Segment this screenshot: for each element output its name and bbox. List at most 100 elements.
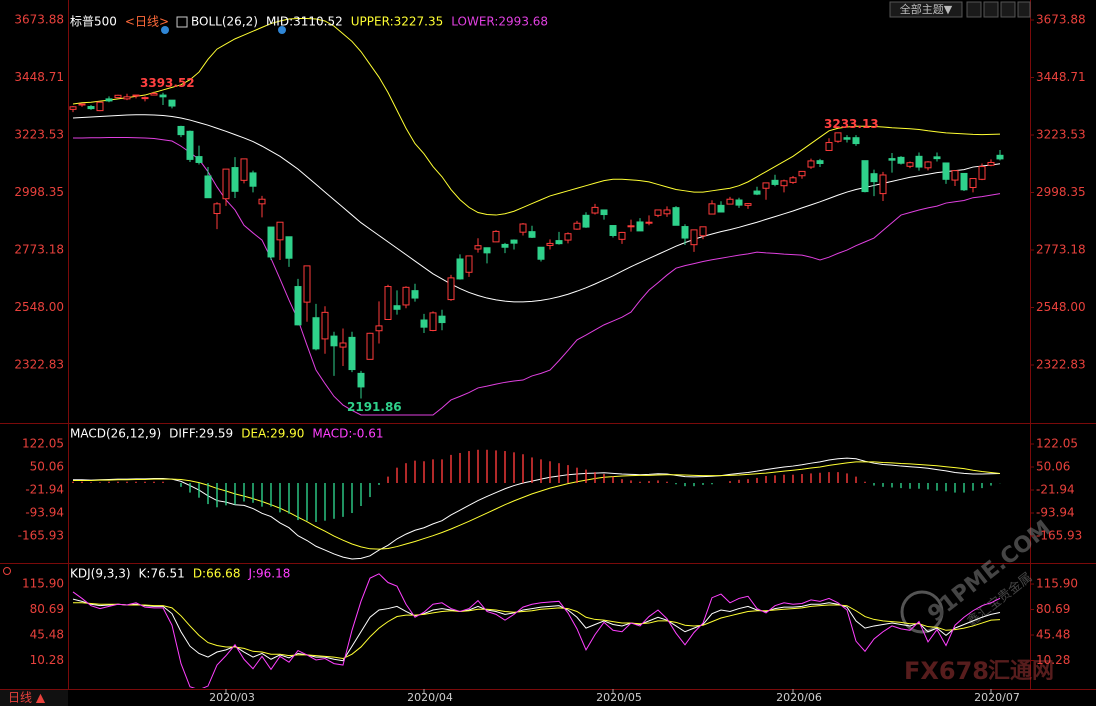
candle-body [924,161,932,169]
y-tick-label: -165.93 [1036,529,1082,543]
candle-body [213,203,221,215]
tool-button[interactable] [966,1,982,18]
candle-body [249,172,257,187]
indicator-title: KDJ(9,3,3) [70,567,131,581]
indicator-title: MACD(26,12,9) [70,427,161,441]
candle-body [105,98,113,102]
candle-body [609,225,617,236]
theme-menu[interactable] [889,1,963,18]
tool-button[interactable] [1000,1,1016,18]
event-marker[interactable] [278,26,286,34]
candle-body [870,173,878,183]
y-tick-label: 10.28 [1036,653,1070,667]
pane-icon[interactable] [3,567,11,575]
candle-body [411,290,419,299]
theme-menu-label[interactable]: 全部主题▼ [900,2,953,16]
candle-body [762,182,770,189]
candle-body [159,94,167,98]
legend-entry: LOWER:2993.68 [451,15,548,29]
candle-body [807,160,815,168]
candle-body [789,177,797,183]
pane [72,449,1001,560]
price-annotation: 3393.52 [140,76,195,90]
candle-body [375,325,383,332]
legend-entry: DIFF:29.59 [169,427,233,441]
candle-body [888,158,896,161]
candle-body [240,158,248,181]
y-tick-label: 2998.35 [1036,185,1086,199]
legend-entry: J:96.18 [247,567,290,581]
candle-body [285,236,293,259]
candle-body [591,206,599,214]
indicator-title: BOLL(26,2) [191,15,258,29]
candle-body [429,312,437,331]
y-tick-label: 122.05 [22,437,64,451]
candle-body [708,203,716,215]
candle-body [978,166,986,180]
candle-body [276,221,284,241]
candle-body [366,332,374,360]
y-tick-label: -21.94 [1036,483,1075,497]
candle-body [843,137,851,140]
candle-body [771,179,779,185]
candle-body [969,178,977,188]
event-marker[interactable] [161,26,169,34]
candle-body [798,170,806,177]
y-tick-label: 80.69 [30,602,64,616]
y-tick-label: 45.48 [1036,628,1070,642]
candle-body [348,336,356,371]
candle-body [78,103,86,106]
y-tick-label: 3448.71 [1036,70,1086,84]
candle-body [492,230,500,243]
tool-button[interactable] [1017,1,1031,18]
indicator-line [73,136,1001,416]
indicator-line [72,114,1001,303]
candle-body [114,94,122,99]
y-tick-label: 115.90 [22,577,64,591]
candle-body [564,233,572,241]
candle-body [915,155,923,168]
candle-body [942,162,950,180]
candle-body [879,174,887,195]
indicator-line [72,17,1001,216]
candle-body [447,277,455,301]
candle-body [735,199,743,206]
candle-body [645,221,653,224]
candle-body [528,231,536,238]
indicator-line [72,598,1001,662]
candle-body [267,226,275,258]
x-tick-label: 2020/05 [596,691,642,704]
candle-body [510,239,518,244]
candle-body [780,180,788,187]
candle-body [357,372,365,388]
candle-body [150,93,158,96]
candle-body [330,335,338,347]
candle-body [672,207,680,226]
pane [72,573,1001,688]
legend-entry: DEA:29.90 [241,427,304,441]
candle-body [951,170,959,181]
candle-body [231,167,239,192]
indicator-icon [176,16,188,28]
candle-body [717,204,725,213]
watermark-brand: FX678 [904,657,989,685]
pane [69,17,1004,416]
x-tick-label: 2020/06 [776,691,822,704]
period-switch-label[interactable]: 日线 ▲ [8,691,46,705]
period-switch[interactable] [0,690,68,706]
candle-body [474,245,482,250]
indicator-line [73,461,1001,550]
candle-body [312,317,320,350]
candle-body [339,342,347,348]
candle-body [654,209,662,216]
candle-body [456,258,464,280]
indicator-line [73,602,1001,660]
price-annotation: 3233.13 [824,117,879,131]
candle-body [465,255,473,273]
candle-body [861,160,869,193]
tool-button[interactable] [983,1,999,18]
candle-body [897,156,905,164]
candle-body [663,209,671,215]
